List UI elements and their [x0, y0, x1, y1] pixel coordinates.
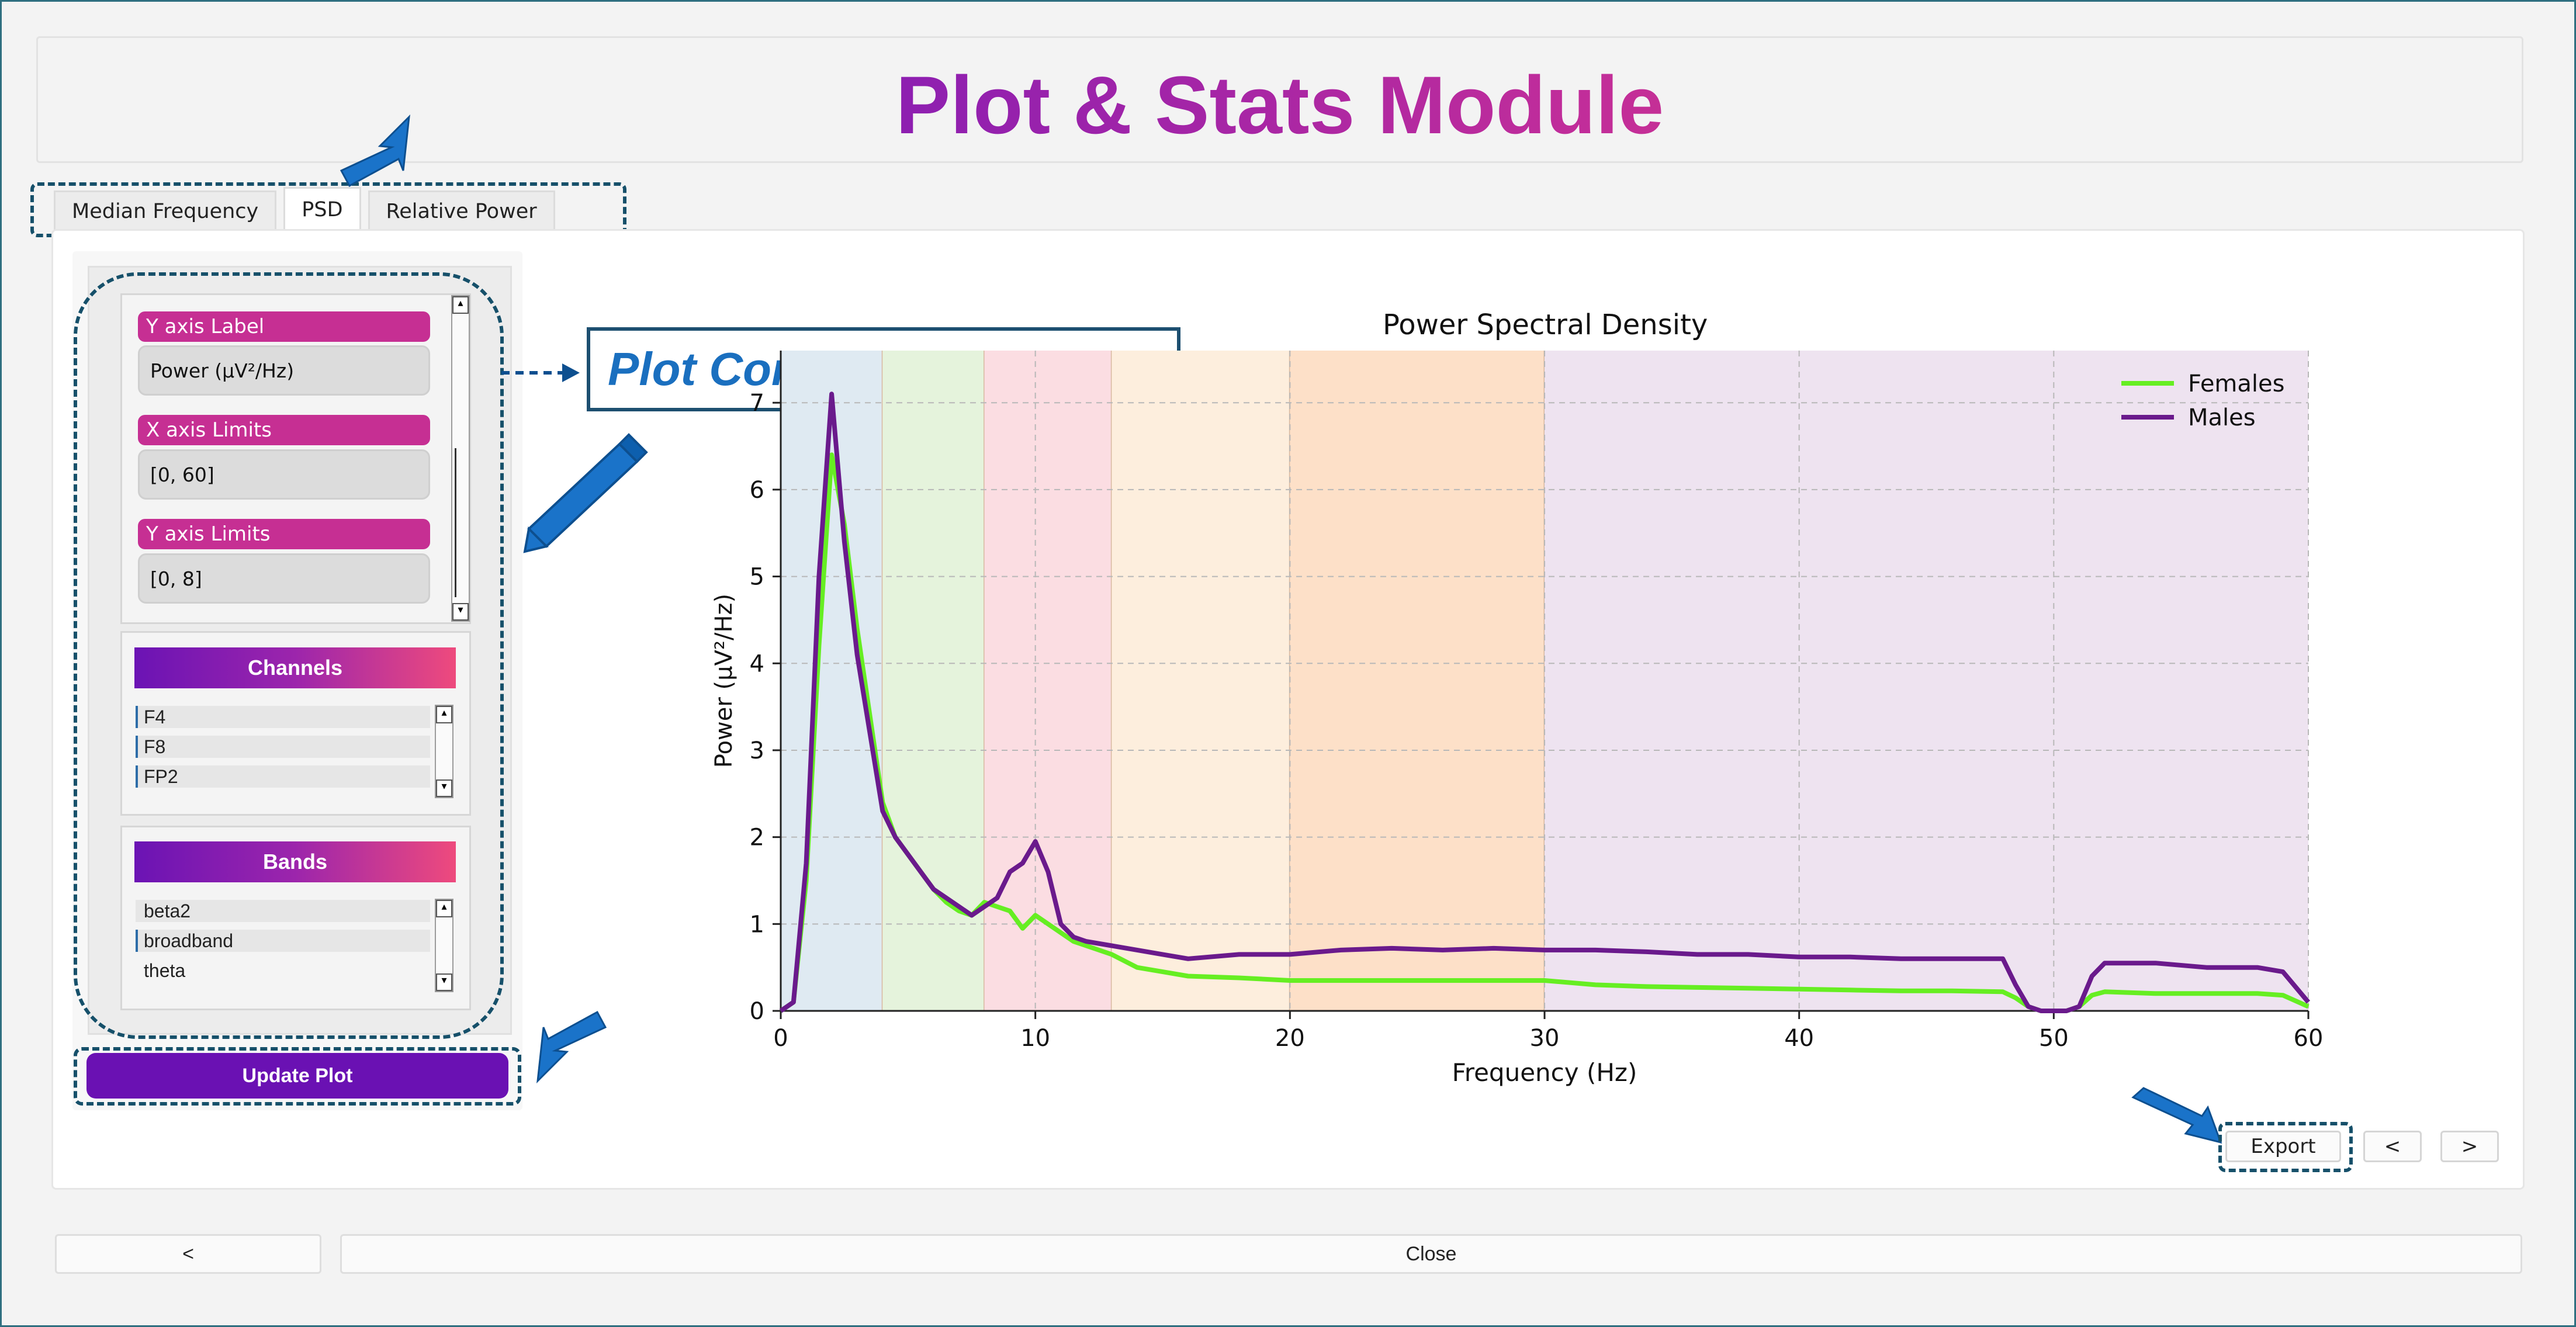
close-button[interactable]: Close	[340, 1234, 2522, 1274]
scroll-up-icon[interactable]: ▴	[436, 706, 452, 723]
band-shade-0	[781, 351, 883, 1011]
x-tick-label: 10	[1020, 1025, 1050, 1052]
y-tick-label: 2	[750, 824, 764, 851]
prev-chart-button[interactable]: <	[2363, 1131, 2422, 1162]
export-button[interactable]: Export	[2225, 1131, 2341, 1162]
channel-item-fp2[interactable]: FP2	[136, 765, 430, 788]
y-axis-title: Power (µV²/Hz)	[711, 594, 738, 768]
arrow-tabs-icon	[340, 114, 410, 188]
x-tick-label: 40	[1784, 1025, 1814, 1052]
scroll-up-icon[interactable]: ▴	[436, 900, 452, 917]
next-chart-button[interactable]: >	[2440, 1131, 2499, 1162]
y-tick-label: 6	[750, 477, 764, 504]
chart-title: Power Spectral Density	[1383, 309, 1708, 341]
channels-scrollbar[interactable]: ▴ ▾	[435, 705, 453, 798]
legend-label-females: Females	[2188, 370, 2284, 397]
y-tick-label: 5	[750, 564, 764, 591]
tab-bar: Median Frequency PSD Relative Power	[54, 187, 555, 231]
app-title: Plot & Stats Module	[38, 60, 2522, 150]
arrow-export-icon	[2131, 1087, 2222, 1144]
x-axis-limits-input[interactable]: [0, 60]	[138, 449, 430, 500]
scroll-thumb[interactable]	[455, 448, 469, 597]
series-line-males	[779, 391, 2311, 1013]
y-tick-label: 7	[750, 390, 764, 417]
title-bar: Plot & Stats Module	[36, 36, 2523, 163]
x-tick-label: 60	[2294, 1025, 2324, 1052]
channel-item-f8[interactable]: F8	[136, 736, 430, 758]
config-panel-highlight	[74, 272, 504, 1039]
x-tick-label: 0	[773, 1025, 788, 1052]
x-tick-label: 20	[1275, 1025, 1305, 1052]
band-item-theta[interactable]: theta	[144, 959, 186, 981]
y-tick-label: 4	[750, 650, 764, 677]
export-highlight	[2218, 1122, 2353, 1172]
scroll-down-icon[interactable]: ▾	[436, 779, 452, 797]
y-tick-label: 3	[750, 737, 764, 764]
y-axis-label-input[interactable]: Power (μV²/Hz)	[138, 345, 430, 396]
scroll-down-icon[interactable]: ▾	[452, 603, 469, 621]
pencil-icon	[523, 433, 648, 553]
tab-psd[interactable]: PSD	[283, 187, 361, 231]
channel-item-f4[interactable]: F4	[136, 706, 430, 728]
band-shade-3	[1112, 351, 1290, 1011]
x-axis-title: Frequency (Hz)	[1452, 1058, 1637, 1087]
y-axis-label-title: Y axis Label	[138, 311, 430, 342]
psd-chart: 0 10 20 30 40 50 60 0 1 2 3 4 5 6 7 Frequency (Hz) Power…	[711, 351, 2324, 1087]
y-tick-label: 0	[750, 998, 764, 1025]
tab-median-frequency[interactable]: Median Frequency	[54, 190, 277, 231]
tab-relative-power[interactable]: Relative Power	[368, 190, 555, 231]
x-tick-label: 30	[1530, 1025, 1560, 1052]
bands-header: Bands	[134, 841, 456, 882]
band-item-broadband[interactable]: broadband	[136, 930, 430, 952]
y-axis-limits-input[interactable]: [0, 8]	[138, 553, 430, 604]
x-tick-label: 50	[2039, 1025, 2069, 1052]
update-button-highlight	[74, 1047, 521, 1106]
legend-label-males: Males	[2188, 404, 2256, 431]
back-button[interactable]: <	[55, 1234, 321, 1274]
band-shade-4	[1290, 351, 1545, 1011]
y-tick-label: 1	[750, 911, 764, 938]
band-shade-5	[1545, 351, 2308, 1011]
callout-connector	[501, 363, 580, 382]
channels-header: Channels	[134, 647, 456, 688]
arrow-update-icon	[536, 1010, 607, 1084]
y-axis-limits-title: Y axis Limits	[138, 519, 430, 549]
x-axis-limits-title: X axis Limits	[138, 415, 430, 445]
band-shade-1	[882, 351, 985, 1011]
band-item-beta2[interactable]: beta2	[136, 900, 430, 922]
band-shade-2	[984, 351, 1112, 1011]
update-plot-button[interactable]: Update Plot	[86, 1053, 508, 1099]
